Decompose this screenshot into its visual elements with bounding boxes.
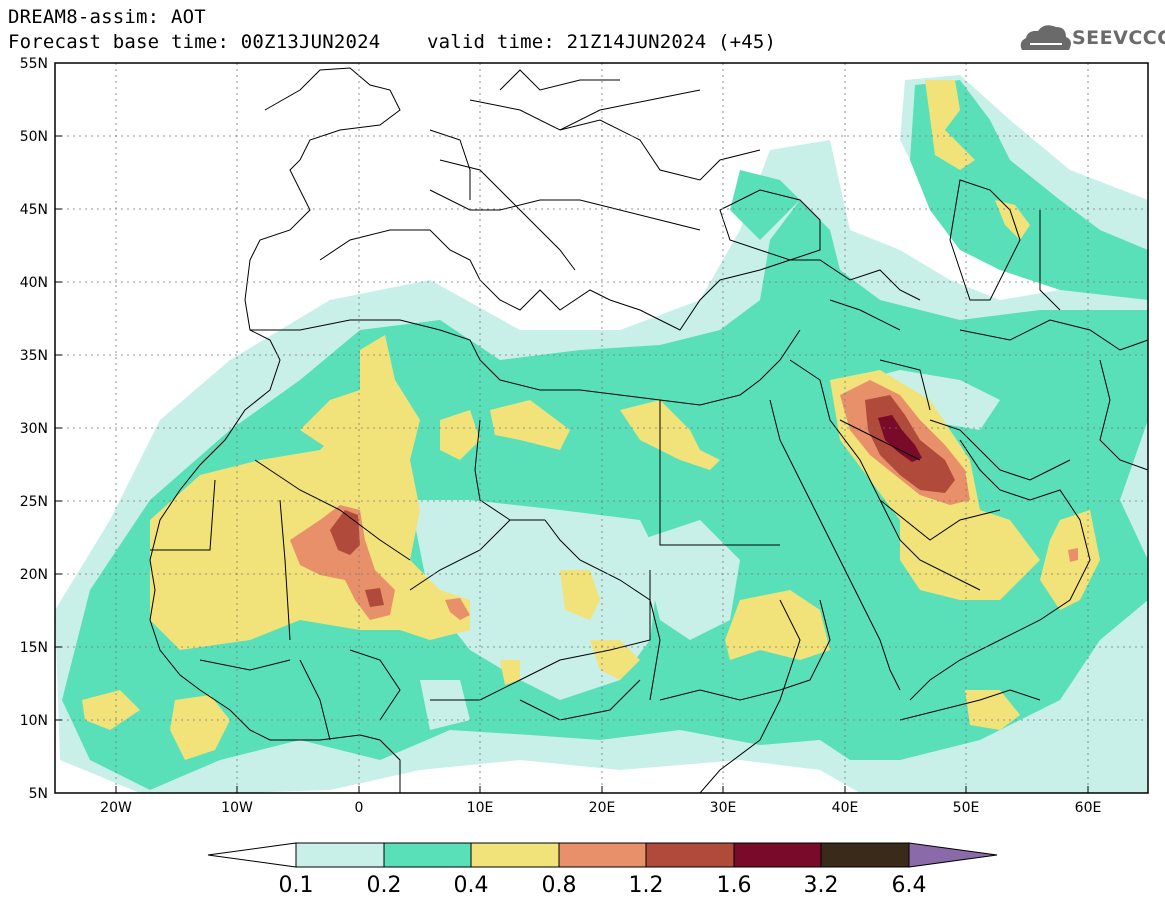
lat-label: 35N bbox=[20, 348, 48, 364]
lat-label: 25N bbox=[20, 494, 48, 510]
lon-label: 40E bbox=[832, 800, 859, 816]
borders bbox=[149, 67, 1148, 793]
lon-label: 60E bbox=[1075, 800, 1102, 816]
aot-band-0.2 bbox=[62, 80, 1148, 790]
lat-label: 50N bbox=[20, 129, 48, 145]
colorbar-high-arrow bbox=[908, 842, 998, 868]
lon-label: 20E bbox=[589, 800, 616, 816]
cloud-logo-icon bbox=[1020, 25, 1071, 50]
colorbar-swatch bbox=[470, 842, 560, 868]
colorbar-label: 1.2 bbox=[629, 873, 664, 898]
forecast-time-info: Forecast base time: 00Z13JUN2024 valid t… bbox=[8, 31, 777, 53]
lat-label: 20N bbox=[20, 567, 48, 583]
colorbar-swatch bbox=[383, 842, 472, 868]
colorbar-label: 0.4 bbox=[454, 873, 489, 898]
lat-label: 5N bbox=[29, 786, 48, 802]
colorbar-label: 1.6 bbox=[717, 873, 752, 898]
lon-label: 50E bbox=[953, 800, 980, 816]
lat-label: 40N bbox=[20, 275, 48, 291]
seevccc-logo-text: SEEVCCC bbox=[1072, 27, 1165, 49]
lon-label: 20W bbox=[100, 800, 132, 816]
colorbar-label: 3.2 bbox=[804, 873, 839, 898]
lat-label: 15N bbox=[20, 640, 48, 656]
colorbar-swatch bbox=[558, 842, 647, 868]
colorbar-swatch bbox=[733, 842, 822, 868]
lat-label: 30N bbox=[20, 421, 48, 437]
lat-label: 45N bbox=[20, 202, 48, 218]
chart-title: DREAM8-assim: AOT bbox=[8, 6, 206, 28]
aot-band-1.6 bbox=[878, 415, 922, 462]
lon-label: 0 bbox=[355, 800, 364, 816]
ticks bbox=[55, 62, 1089, 793]
colorbar-swatch bbox=[645, 842, 735, 868]
lon-label: 10E bbox=[467, 800, 494, 816]
latitude-labels: 55N 50N 45N 40N 35N 30N 25N 20N 15N 10N … bbox=[20, 56, 48, 802]
longitude-labels: 20W 10W 0 10E 20E 30E 40E 50E 60E bbox=[100, 800, 1101, 816]
colorbar-labels: 0.1 0.2 0.4 0.8 1.2 1.6 3.2 6.4 bbox=[279, 873, 927, 898]
gridlines bbox=[55, 63, 1148, 793]
aot-band-0.4 bbox=[82, 80, 1100, 760]
lat-label: 55N bbox=[20, 56, 48, 72]
colorbar-swatch bbox=[295, 842, 385, 868]
lon-label: 10W bbox=[221, 800, 253, 816]
colorbar bbox=[207, 842, 998, 868]
colorbar-label: 6.4 bbox=[892, 873, 927, 898]
colorbar-low-arrow bbox=[207, 842, 297, 868]
colorbar-label: 0.2 bbox=[367, 873, 402, 898]
lat-label: 10N bbox=[20, 713, 48, 729]
lon-label: 30E bbox=[710, 800, 737, 816]
colorbar-label: 0.8 bbox=[542, 873, 577, 898]
colorbar-swatch bbox=[820, 842, 910, 868]
colorbar-label: 0.1 bbox=[279, 873, 314, 898]
